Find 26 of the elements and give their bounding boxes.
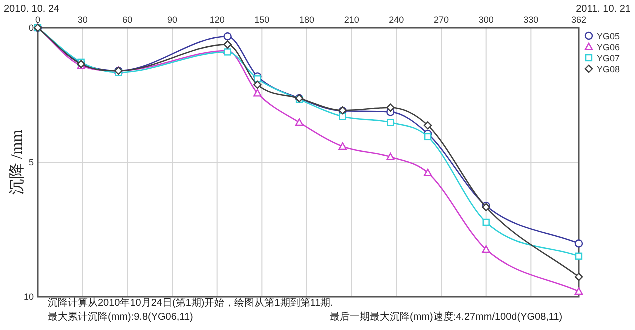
x-tick-label: 330 — [524, 15, 539, 25]
legend-label: YG06 — [597, 42, 620, 52]
text: 2011. 10. 21 — [576, 4, 632, 15]
y-tick-label: 5 — [28, 158, 34, 168]
x-tick-label: 270 — [434, 15, 450, 25]
text: 最大累计沉降(mm):9.8(YG06,11) — [48, 311, 194, 323]
x-tick-label: 300 — [478, 15, 494, 25]
x-tick-label: 362 — [571, 15, 587, 25]
x-tick-label: 90 — [167, 15, 178, 25]
x-tick-label: 210 — [344, 15, 360, 25]
legend-label: YG07 — [597, 54, 620, 64]
x-tick-label: 30 — [78, 15, 88, 25]
text: 最后一期最大沉降(mm)速度:4.27mm/100d(YG08,11) — [330, 311, 563, 323]
x-tick-label: 60 — [122, 15, 133, 25]
y-axis-title: 沉降 /mm — [9, 129, 26, 196]
x-tick-label: 150 — [254, 15, 270, 25]
y-tick-label: 0 — [28, 23, 34, 33]
x-tick-label: 180 — [299, 15, 315, 25]
x-tick-label: 240 — [389, 15, 404, 25]
text: 沉降计算从2010年10月24日(第1期)开始，绘图从第1期到第11期. — [48, 297, 334, 309]
x-tick-label: 0 — [35, 15, 41, 25]
y-tick-label: 10 — [24, 292, 34, 302]
x-tick-label: 120 — [210, 15, 225, 25]
legend-label: YG08 — [597, 64, 620, 74]
legend-label: YG05 — [597, 32, 620, 42]
text: 2010. 10. 24 — [4, 4, 60, 15]
